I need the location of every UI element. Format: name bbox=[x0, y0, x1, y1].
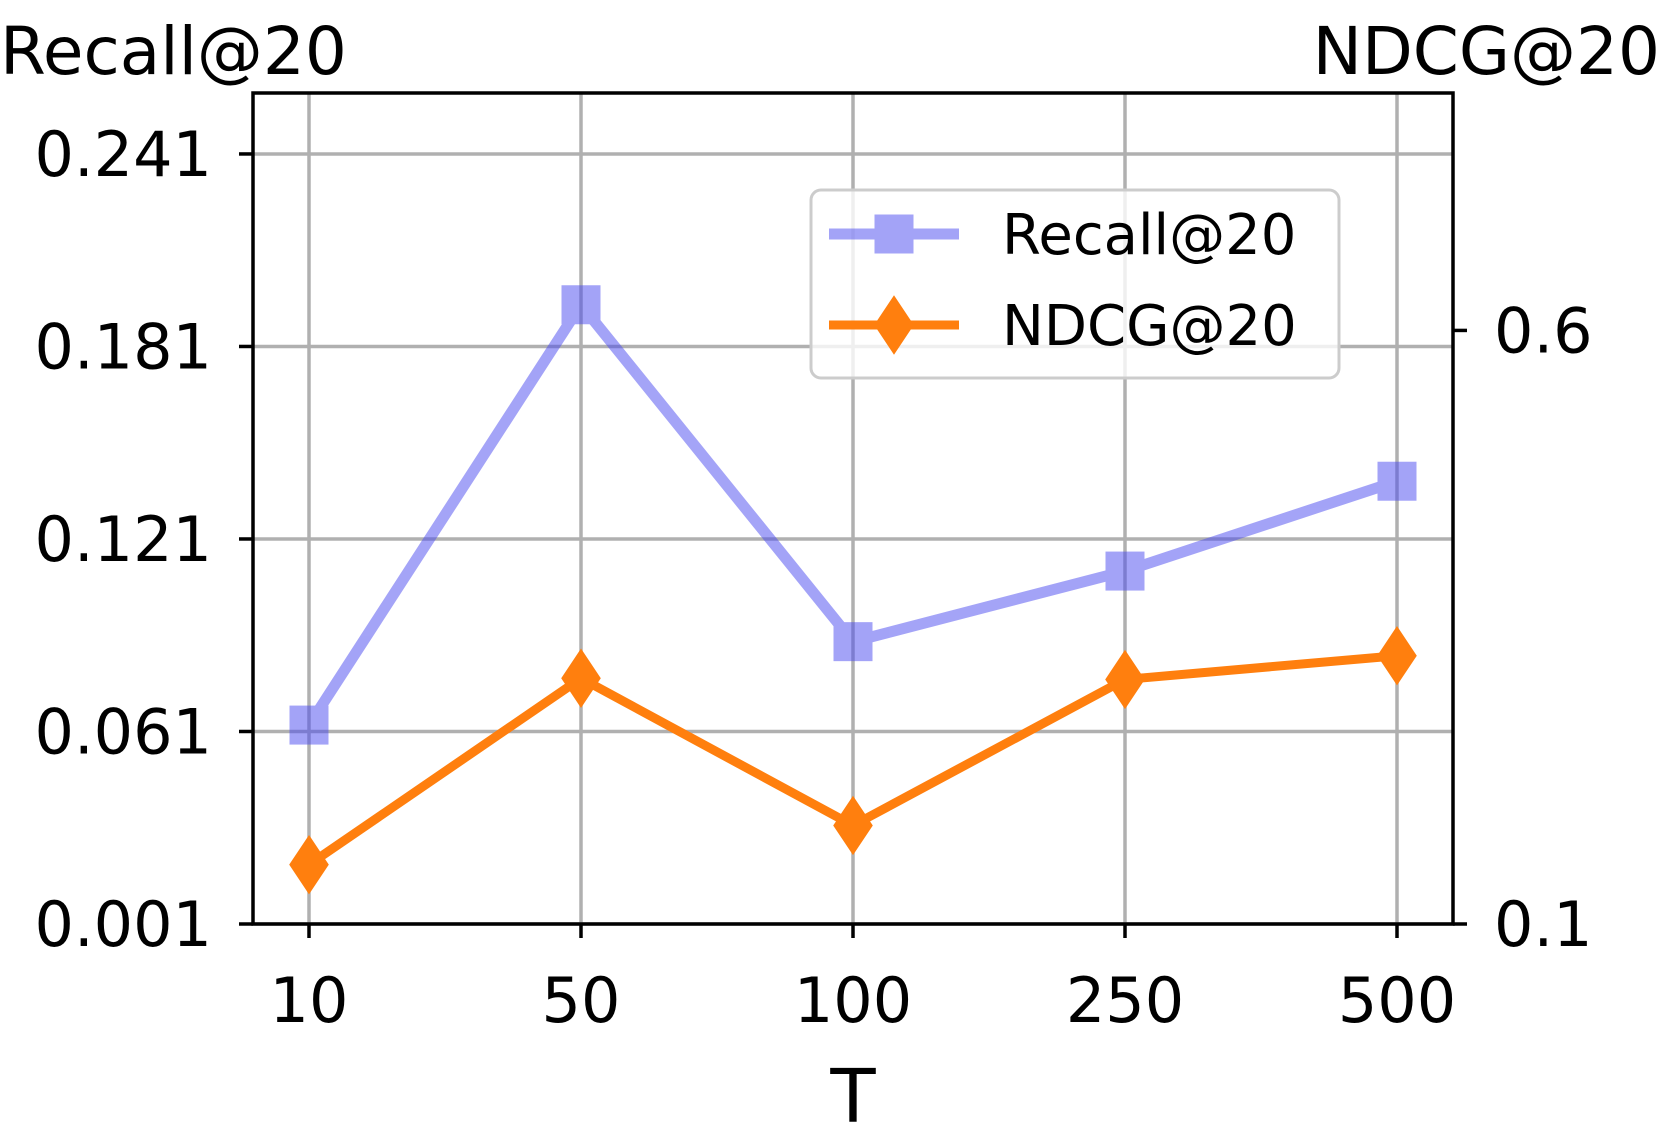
right-axis-title: NDCG@20 bbox=[1313, 13, 1660, 90]
legend-label-recall-20: Recall@20 bbox=[1002, 203, 1296, 268]
legend-swatch-ndcg-20 bbox=[829, 295, 959, 355]
legend-label-ndcg-20: NDCG@20 bbox=[1002, 294, 1297, 359]
legend-entry-ndcg-20: NDCG@20 bbox=[829, 294, 1297, 359]
left-y-tick-label: 0.061 bbox=[35, 695, 213, 768]
legend: Recall@20 NDCG@20 bbox=[809, 188, 1341, 380]
x-tick-label: 10 bbox=[270, 964, 349, 1037]
data-point-ndcg-20 bbox=[561, 648, 601, 708]
data-point-recall-20 bbox=[1377, 461, 1417, 501]
legend-marker-ndcg-20 bbox=[874, 295, 914, 355]
data-point-recall-20 bbox=[833, 622, 873, 662]
series-recall-20 bbox=[289, 285, 1417, 745]
x-axis-title: T bbox=[829, 1054, 876, 1135]
x-tick-label: 250 bbox=[1066, 964, 1184, 1037]
data-point-recall-20 bbox=[1105, 551, 1145, 591]
data-point-ndcg-20 bbox=[833, 795, 873, 856]
right-y-tick-label: 0.1 bbox=[1494, 888, 1593, 961]
left-y-tick-label: 0.241 bbox=[35, 118, 213, 191]
data-point-recall-20 bbox=[289, 705, 329, 745]
data-point-ndcg-20 bbox=[1105, 649, 1145, 710]
data-point-recall-20 bbox=[561, 285, 601, 325]
legend-swatch-recall-20 bbox=[829, 214, 959, 254]
legend-marker-recall-20 bbox=[874, 214, 914, 254]
x-tick-label: 500 bbox=[1338, 964, 1456, 1037]
data-point-ndcg-20 bbox=[1377, 626, 1417, 686]
legend-entry-recall-20: Recall@20 bbox=[829, 203, 1296, 268]
right-y-tick-label: 0.6 bbox=[1494, 294, 1593, 367]
x-tick-label: 50 bbox=[542, 964, 621, 1037]
tick-layer: 10 50 100 250 500 0.001 0.061 0.121 0.181 0.241 0.… bbox=[35, 118, 1593, 1037]
left-axis-title: Recall@20 bbox=[0, 13, 347, 90]
left-y-tick-label: 0.001 bbox=[35, 888, 213, 961]
data-point-ndcg-20 bbox=[289, 834, 329, 895]
left-y-tick-label: 0.121 bbox=[35, 503, 213, 576]
series-ndcg-20 bbox=[289, 626, 1417, 895]
x-tick-label: 100 bbox=[794, 964, 912, 1037]
left-y-tick-label: 0.181 bbox=[35, 310, 213, 383]
series-layer bbox=[289, 285, 1417, 895]
